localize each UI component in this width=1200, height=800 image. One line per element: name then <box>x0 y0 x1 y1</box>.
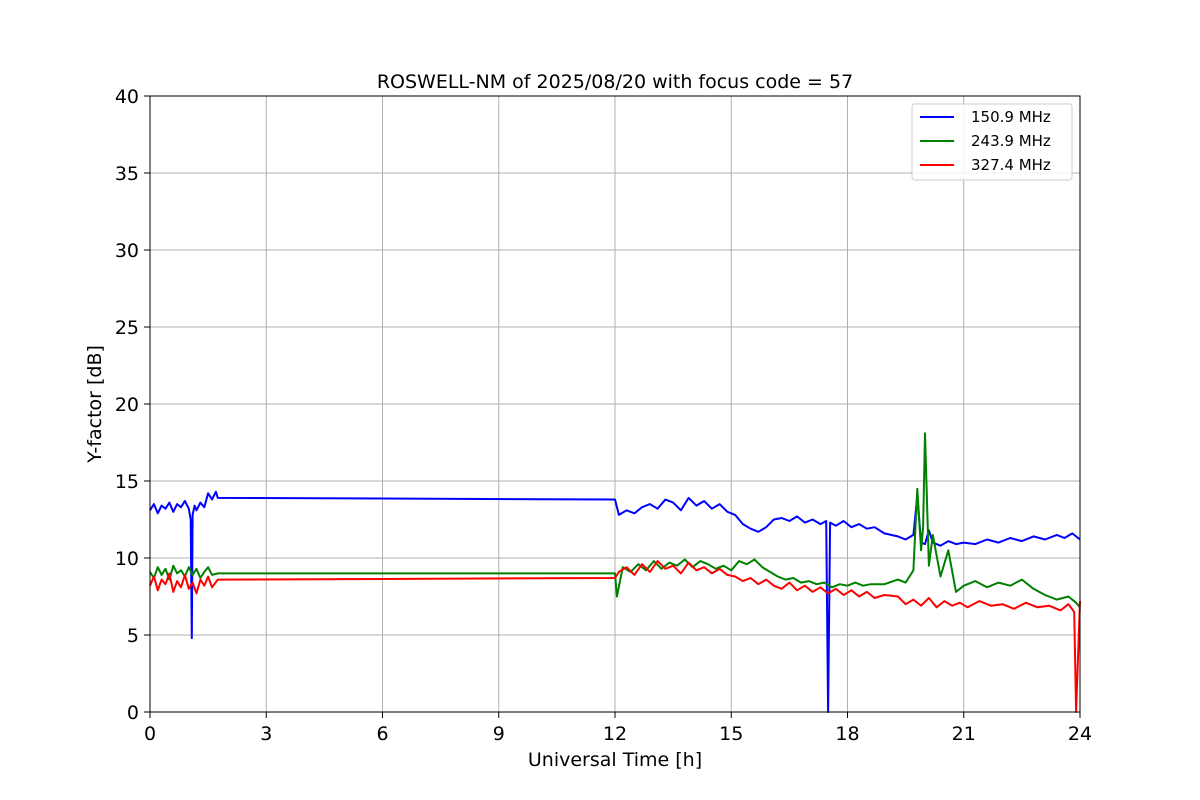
y-tick-label: 0 <box>127 702 139 724</box>
y-tick-label: 10 <box>115 548 139 570</box>
x-tick-label: 6 <box>376 723 388 745</box>
x-axis-label: Universal Time [h] <box>528 749 702 771</box>
y-tick-label: 25 <box>115 317 139 339</box>
series-line-1 <box>149 490 1081 713</box>
y-axis-label: Y-factor [dB] <box>84 345 106 464</box>
chart-title: ROSWELL-NM of 2025/08/20 with focus code… <box>377 71 853 93</box>
legend-label-3: 327.4 MHz <box>971 156 1051 174</box>
x-tick-label: 15 <box>719 723 743 745</box>
y-tick-label: 20 <box>115 394 139 416</box>
x-tick-label: 24 <box>1068 723 1092 745</box>
y-tick-label: 5 <box>127 625 139 647</box>
x-tick-label: 18 <box>835 723 859 745</box>
legend-label-2: 243.9 MHz <box>971 132 1051 150</box>
ticks: 0 3 6 9 12 15 18 21 24 0 5 10 15 20 25 30 35 40 <box>115 86 1092 745</box>
y-tick-label: 40 <box>115 86 139 108</box>
series-line-3 <box>149 560 1081 713</box>
y-tick-label: 30 <box>115 240 139 262</box>
series-line-2 <box>149 432 1081 608</box>
y-tick-label: 15 <box>115 471 139 493</box>
x-tick-label: 12 <box>603 723 627 745</box>
legend: 150.9 MHz 243.9 MHz 327.4 MHz <box>911 103 1073 181</box>
legend-label-1: 150.9 MHz <box>971 108 1051 126</box>
x-tick-label: 21 <box>952 723 976 745</box>
y-tick-label: 35 <box>115 163 139 185</box>
legend-box <box>911 103 1073 181</box>
series-layer <box>149 432 1081 713</box>
x-tick-label: 0 <box>144 723 156 745</box>
x-tick-label: 9 <box>493 723 505 745</box>
x-tick-label: 3 <box>260 723 272 745</box>
